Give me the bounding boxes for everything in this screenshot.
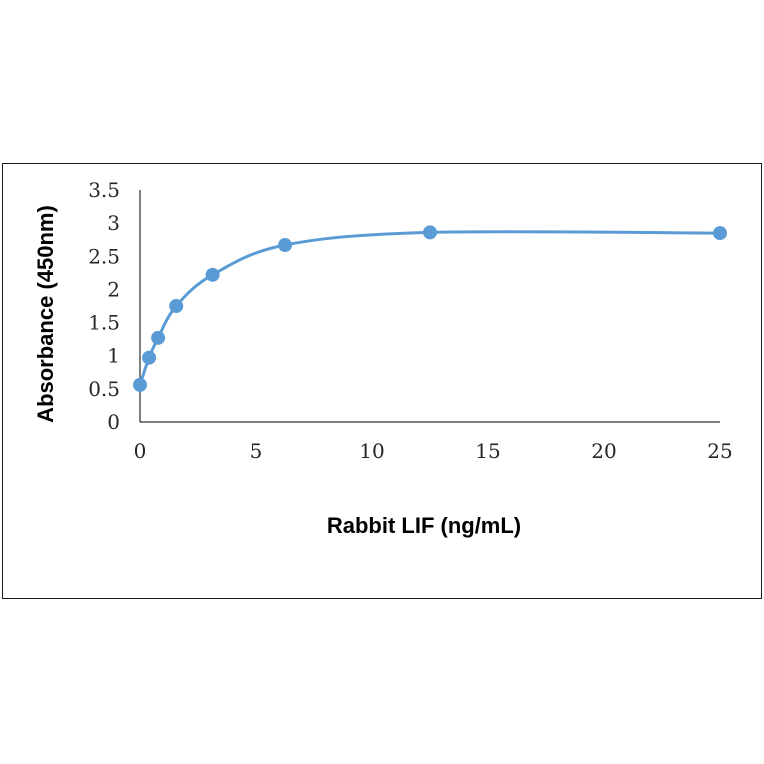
x-tick-label: 0 bbox=[134, 439, 147, 463]
data-point bbox=[713, 226, 727, 241]
data-point bbox=[151, 330, 166, 345]
y-tick-label: 0.5 bbox=[88, 377, 120, 401]
data-point bbox=[205, 267, 220, 282]
y-axis-title: Absorbance (450nm) bbox=[33, 205, 58, 423]
x-axis-title: Rabbit LIF (ng/mL) bbox=[327, 513, 521, 538]
x-tick-label: 5 bbox=[250, 439, 263, 463]
axes bbox=[139, 190, 720, 423]
data-point bbox=[278, 238, 292, 253]
x-tick-label: 20 bbox=[591, 439, 616, 463]
data-point bbox=[133, 377, 147, 392]
y-tick-labels: 0 0.5 1 1.5 2 2.5 3 3.5 bbox=[88, 178, 120, 434]
series-layer bbox=[133, 225, 727, 392]
x-tick-label: 15 bbox=[475, 439, 500, 463]
data-point bbox=[169, 299, 184, 313]
y-tick-label: 0 bbox=[107, 410, 120, 434]
data-point bbox=[423, 225, 437, 240]
data-point bbox=[142, 350, 157, 365]
y-tick-label: 3.5 bbox=[88, 178, 120, 202]
y-tick-label: 2.5 bbox=[88, 244, 120, 268]
y-tick-label: 1.5 bbox=[88, 311, 120, 335]
y-tick-label: 3 bbox=[107, 211, 120, 235]
y-tick-label: 1 bbox=[107, 344, 120, 368]
x-tick-label: 25 bbox=[707, 439, 732, 463]
series-line bbox=[138, 230, 722, 387]
y-tick-label: 2 bbox=[107, 277, 120, 301]
x-tick-label: 10 bbox=[359, 439, 384, 463]
x-tick-labels: 0 5 10 15 20 25 bbox=[134, 439, 733, 463]
